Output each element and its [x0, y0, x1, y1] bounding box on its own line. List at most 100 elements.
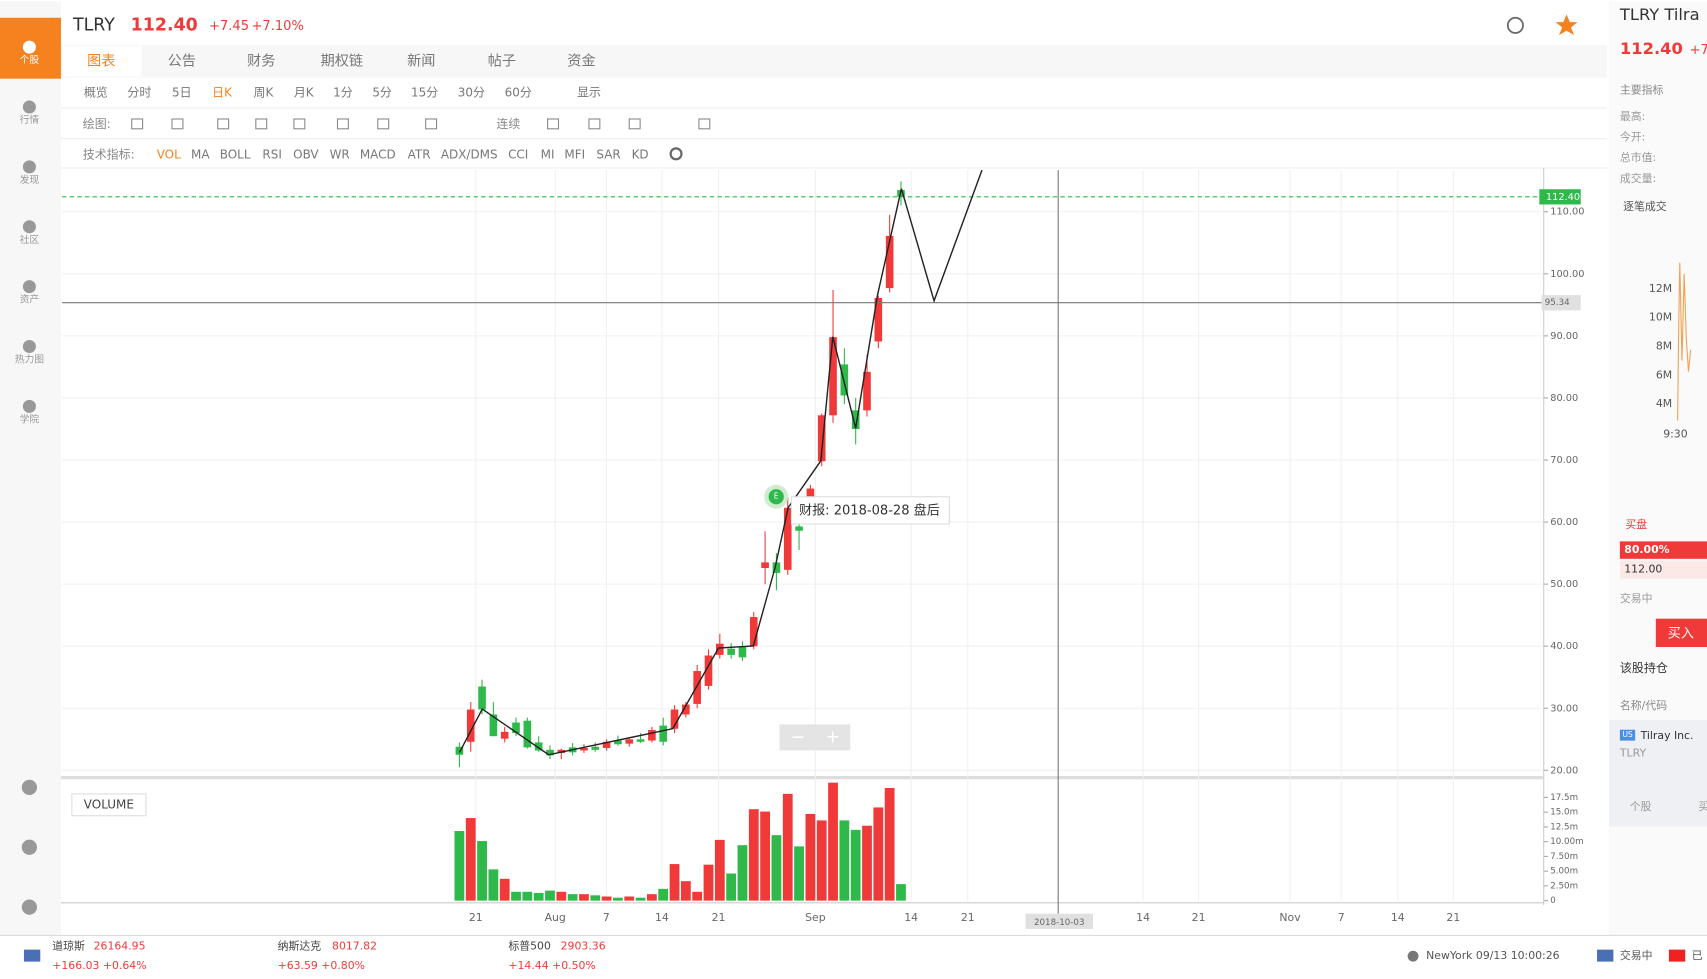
period[interactable]: 1分 [333, 85, 353, 99]
sidebar-icon[interactable] [22, 280, 36, 294]
period[interactable]: 月K [294, 85, 315, 99]
period[interactable]: 30分 [458, 85, 485, 99]
indicator[interactable]: ATR [408, 147, 431, 161]
period[interactable]: 60分 [505, 85, 532, 99]
zoom-control[interactable] [779, 724, 851, 751]
sidebar-icon[interactable] [21, 899, 38, 915]
indicator[interactable]: MFI [564, 147, 585, 161]
y-tick-label: 30.00 [1550, 703, 1578, 714]
index-name[interactable]: 道琼斯 [52, 938, 85, 952]
draw-tool[interactable] [171, 118, 184, 130]
sidebar-label[interactable]: 热力图 [15, 353, 44, 366]
active-tab[interactable] [63, 46, 142, 77]
period[interactable]: 分时 [127, 85, 151, 99]
event-dot[interactable] [768, 489, 784, 505]
holding-tag: US [1622, 730, 1633, 739]
candle-body [716, 643, 724, 655]
tab-bar [60, 44, 1607, 78]
period[interactable]: 周K [254, 85, 275, 99]
zoom-out[interactable]: − [791, 727, 806, 747]
period[interactable]: 显示 [577, 85, 601, 99]
index-name[interactable]: 纳斯达克 [278, 939, 322, 952]
draw-tool[interactable] [698, 118, 711, 130]
rp-tick-tab[interactable]: 逐笔成交 [1623, 199, 1667, 213]
sidebar-icon[interactable] [22, 339, 36, 354]
indicator[interactable]: KD [632, 147, 649, 161]
rp-bottom-tab[interactable]: 个股 [1630, 800, 1652, 813]
volume-bar [703, 864, 714, 901]
period[interactable]: 5分 [372, 85, 392, 99]
sort[interactable]: 名称/代码 [1620, 698, 1667, 712]
index-value[interactable]: 8017.82 [332, 939, 377, 952]
indicator[interactable]: ADX/DMS [441, 147, 498, 161]
period[interactable]: 15分 [411, 85, 438, 99]
volume-bar [590, 895, 601, 901]
index-change[interactable]: +14.44 +0.50% [508, 959, 595, 972]
tab[interactable]: 资金 [567, 53, 595, 69]
draw-tool[interactable] [217, 118, 230, 130]
tab[interactable]: 图表 [87, 53, 115, 69]
candle-body [602, 741, 611, 748]
refresh-icon[interactable] [1506, 16, 1524, 34]
tab[interactable]: 财务 [247, 53, 275, 69]
draw-continuous[interactable]: 连续 [496, 116, 520, 131]
star-icon[interactable] [1555, 14, 1578, 36]
sidebar-label[interactable]: 资产 [20, 293, 40, 306]
rp-bottom-tab[interactable]: 买 [1698, 800, 1707, 813]
indicator[interactable]: BOLL [220, 147, 251, 161]
sidebar-icon[interactable] [22, 160, 36, 174]
sidebar-icon[interactable] [22, 40, 36, 54]
x-tick-label: 7 [1338, 911, 1345, 924]
sidebar-label[interactable]: 发现 [20, 173, 40, 186]
indicator[interactable]: VOL [157, 147, 181, 161]
sidebar-icon[interactable] [22, 100, 36, 114]
draw-tool[interactable] [628, 118, 641, 130]
mini-ytick: 10M [1649, 311, 1672, 324]
tab[interactable]: 新闻 [407, 53, 435, 69]
sidebar-label[interactable]: 行情 [20, 113, 40, 126]
index-value[interactable]: 2903.36 [561, 939, 606, 952]
draw-tool[interactable] [588, 118, 601, 130]
candle-body [749, 617, 758, 647]
y-tick-label: 70.00 [1550, 455, 1578, 466]
zoom-in[interactable]: + [826, 727, 841, 747]
draw-tool[interactable] [255, 118, 268, 130]
crosshair-tag [1541, 295, 1581, 311]
indicator[interactable]: MACD [360, 147, 396, 161]
indicator[interactable]: MA [191, 147, 210, 161]
buy-button[interactable] [1655, 618, 1707, 647]
draw-tool[interactable] [336, 118, 349, 130]
period[interactable]: 概览 [84, 84, 108, 99]
sidebar-icon[interactable] [22, 220, 36, 234]
rp-field: 总市值: [1620, 150, 1656, 164]
index-value[interactable]: 26164.95 [94, 939, 146, 952]
settings-icon[interactable] [669, 147, 683, 161]
sidebar-label[interactable]: 学院 [20, 412, 40, 425]
indicator[interactable]: SAR [596, 147, 620, 161]
indicator[interactable]: MI [541, 147, 555, 161]
draw-tool[interactable] [293, 118, 306, 130]
tab[interactable]: 公告 [168, 53, 196, 69]
buy-text[interactable]: 买入 [1668, 626, 1694, 641]
candle-body [500, 731, 509, 739]
indicator[interactable]: RSI [262, 147, 281, 161]
sidebar-icon[interactable] [21, 779, 38, 796]
tab[interactable]: 期权链 [321, 53, 363, 69]
draw-tool[interactable] [131, 118, 144, 130]
tab[interactable]: 帖子 [488, 53, 516, 69]
sidebar-label[interactable]: 社区 [20, 233, 40, 246]
sidebar-icon[interactable] [22, 399, 36, 413]
indicator[interactable]: CCI [508, 147, 528, 161]
index-name[interactable]: 标普500 [508, 938, 551, 952]
draw-tool[interactable] [547, 118, 560, 130]
draw-tool[interactable] [425, 118, 438, 130]
index-change[interactable]: +166.03 +0.64% [52, 959, 146, 972]
period[interactable]: 5日 [172, 85, 192, 99]
index-change[interactable]: +63.59 +0.80% [278, 959, 365, 972]
sidebar-label[interactable]: 个股 [20, 54, 40, 66]
draw-tool[interactable] [377, 118, 390, 130]
indicator[interactable]: WR [330, 147, 350, 161]
indicator[interactable]: OBV [293, 147, 319, 161]
period[interactable]: 日K [212, 85, 233, 99]
sidebar-icon[interactable] [21, 839, 38, 855]
